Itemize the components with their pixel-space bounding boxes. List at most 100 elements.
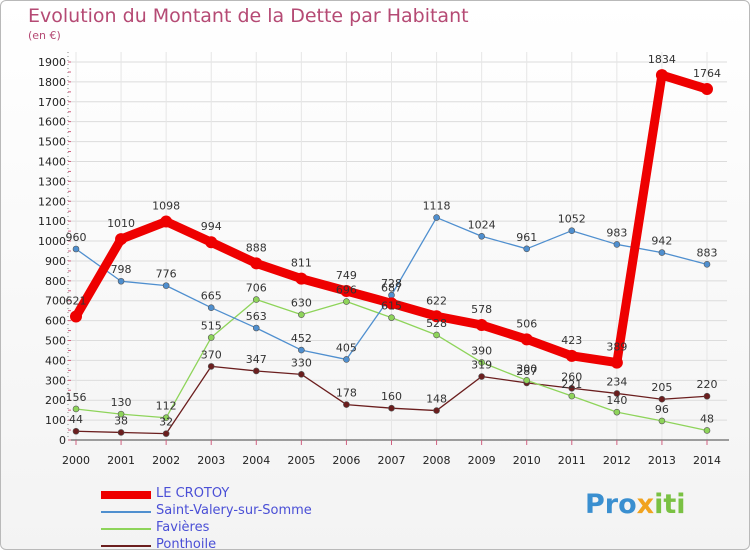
data-point xyxy=(568,384,576,392)
data-label: 178 xyxy=(336,387,357,400)
x-tick-label: 2007 xyxy=(378,454,406,467)
data-point xyxy=(658,417,666,425)
data-point xyxy=(340,284,353,297)
data-point xyxy=(343,401,350,408)
data-point xyxy=(295,272,308,285)
data-point xyxy=(655,69,668,82)
y-tick-label: 1300 xyxy=(38,175,66,188)
data-label: 260 xyxy=(561,370,582,383)
data-point xyxy=(162,430,170,437)
x-tick-label: 2013 xyxy=(648,454,676,467)
chart-title: Evolution du Montant de la Dette par Hab… xyxy=(28,5,469,27)
data-label: 205 xyxy=(651,381,672,394)
data-point xyxy=(703,427,711,434)
x-tick-label: 2004 xyxy=(242,454,270,467)
data-label: 370 xyxy=(201,348,222,361)
data-point xyxy=(117,410,125,418)
data-point xyxy=(433,407,440,414)
data-label: 156 xyxy=(66,391,87,404)
data-label: 330 xyxy=(291,356,312,369)
data-point xyxy=(703,392,711,400)
x-tick-label: 2008 xyxy=(423,454,451,467)
chart-subtitle: (en €) xyxy=(28,29,61,42)
data-point xyxy=(568,227,576,235)
y-tick-label: 800 xyxy=(45,275,66,288)
data-label: 112 xyxy=(156,400,177,413)
x-tick-label: 2000 xyxy=(62,454,90,467)
data-point xyxy=(433,214,440,221)
data-label: 38 xyxy=(114,414,128,427)
x-tick-label: 2014 xyxy=(693,454,721,467)
y-tick-label: 1600 xyxy=(38,116,66,129)
data-point xyxy=(250,257,263,270)
data-point xyxy=(430,310,443,323)
data-label: 696 xyxy=(336,284,357,297)
data-point xyxy=(478,373,485,380)
y-tick-label: 0 xyxy=(59,434,66,447)
data-point xyxy=(117,277,125,285)
data-label: 140 xyxy=(606,394,627,407)
data-label: 798 xyxy=(111,263,132,276)
x-tick-label: 2011 xyxy=(558,454,586,467)
legend-label: LE CROTOY xyxy=(156,486,230,501)
data-point xyxy=(252,367,260,375)
data-point xyxy=(298,371,305,378)
data-label: 728 xyxy=(381,277,402,290)
data-point xyxy=(72,405,80,413)
data-label: 811 xyxy=(291,257,312,270)
data-label: 621 xyxy=(66,294,87,307)
data-point xyxy=(162,282,170,289)
x-tick-label: 2009 xyxy=(468,454,496,467)
data-label: 405 xyxy=(336,341,357,354)
data-label: 515 xyxy=(201,320,222,333)
data-label: 1052 xyxy=(558,213,586,226)
data-point xyxy=(388,404,395,412)
data-label: 32 xyxy=(159,416,173,429)
data-label: 221 xyxy=(561,378,582,391)
data-point xyxy=(205,236,218,249)
data-point xyxy=(613,241,621,248)
y-tick-label: 1100 xyxy=(38,215,66,228)
data-label: 287 xyxy=(516,365,537,378)
legend-label: Saint-Valery-sur-Somme xyxy=(156,503,312,518)
x-tick-label: 2001 xyxy=(107,454,135,467)
data-label: 994 xyxy=(201,220,222,233)
proxiti-logo: Proxiti xyxy=(585,489,686,520)
data-label: 888 xyxy=(246,241,267,254)
y-tick-label: 1700 xyxy=(38,96,66,109)
data-point xyxy=(385,297,398,310)
data-point xyxy=(613,408,621,416)
legend-swatch xyxy=(101,491,151,499)
data-label: 1010 xyxy=(107,217,135,230)
data-point xyxy=(658,249,666,256)
y-tick-label: 1900 xyxy=(38,56,66,69)
y-tick-label: 400 xyxy=(45,354,66,367)
y-tick-label: 600 xyxy=(45,315,66,328)
data-label: 130 xyxy=(111,396,132,409)
data-label: 160 xyxy=(381,390,402,403)
data-label: 220 xyxy=(697,378,718,391)
data-label: 630 xyxy=(291,297,312,310)
data-point xyxy=(207,334,215,341)
data-label: 622 xyxy=(426,294,447,307)
data-label: 960 xyxy=(66,231,87,244)
data-label: 615 xyxy=(381,300,402,313)
data-label: 347 xyxy=(246,353,267,366)
data-point xyxy=(298,311,305,318)
data-label: 942 xyxy=(651,235,672,248)
legend-label: Favières xyxy=(156,520,210,535)
legend-label: Ponthoile xyxy=(156,537,217,550)
x-tick-label: 2006 xyxy=(332,454,360,467)
data-label: 319 xyxy=(471,359,492,372)
data-point xyxy=(117,429,125,436)
data-point xyxy=(343,356,350,363)
data-point xyxy=(523,245,531,253)
data-point xyxy=(207,363,215,370)
data-point xyxy=(613,390,621,397)
data-label: 96 xyxy=(655,403,669,416)
y-tick-label: 200 xyxy=(45,394,66,407)
y-tick-label: 100 xyxy=(45,414,66,427)
x-tick-label: 2003 xyxy=(197,454,225,467)
